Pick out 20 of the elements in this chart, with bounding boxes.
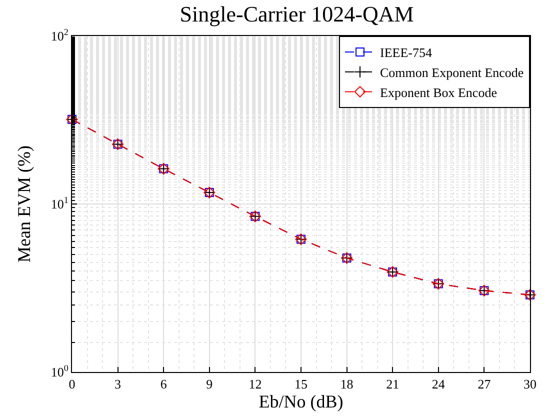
x-tick-label: 12 bbox=[248, 376, 262, 392]
y-axis-title: Mean EVM (%) bbox=[14, 146, 34, 262]
chart-title: Single-Carrier 1024-QAM bbox=[180, 2, 414, 27]
y-tick-label: 10$^{2}$ bbox=[50, 27, 69, 44]
x-tick-label: 30 bbox=[524, 376, 536, 392]
legend-label: Common Exponent Encode bbox=[380, 64, 524, 80]
x-tick-label: 21 bbox=[386, 376, 400, 392]
y-tick-label: 10$^{0}$ bbox=[50, 363, 69, 380]
x-tick-label: 6 bbox=[160, 376, 168, 392]
x-tick-label: 24 bbox=[432, 376, 446, 392]
x-tick-label: 18 bbox=[340, 376, 354, 392]
x-tick-label: 9 bbox=[206, 376, 213, 392]
x-tick-label: 3 bbox=[114, 376, 122, 392]
x-axis-title: Eb/No (dB) bbox=[258, 392, 344, 412]
y-tick-label: 10$^{1}$ bbox=[50, 195, 68, 212]
x-tick-label: 15 bbox=[294, 376, 308, 392]
x-tick-label: 0 bbox=[68, 376, 76, 392]
x-tick-label: 27 bbox=[478, 376, 492, 392]
legend-label: IEEE-754 bbox=[380, 45, 432, 60]
legend-label: Exponent Box Encode bbox=[380, 84, 498, 100]
